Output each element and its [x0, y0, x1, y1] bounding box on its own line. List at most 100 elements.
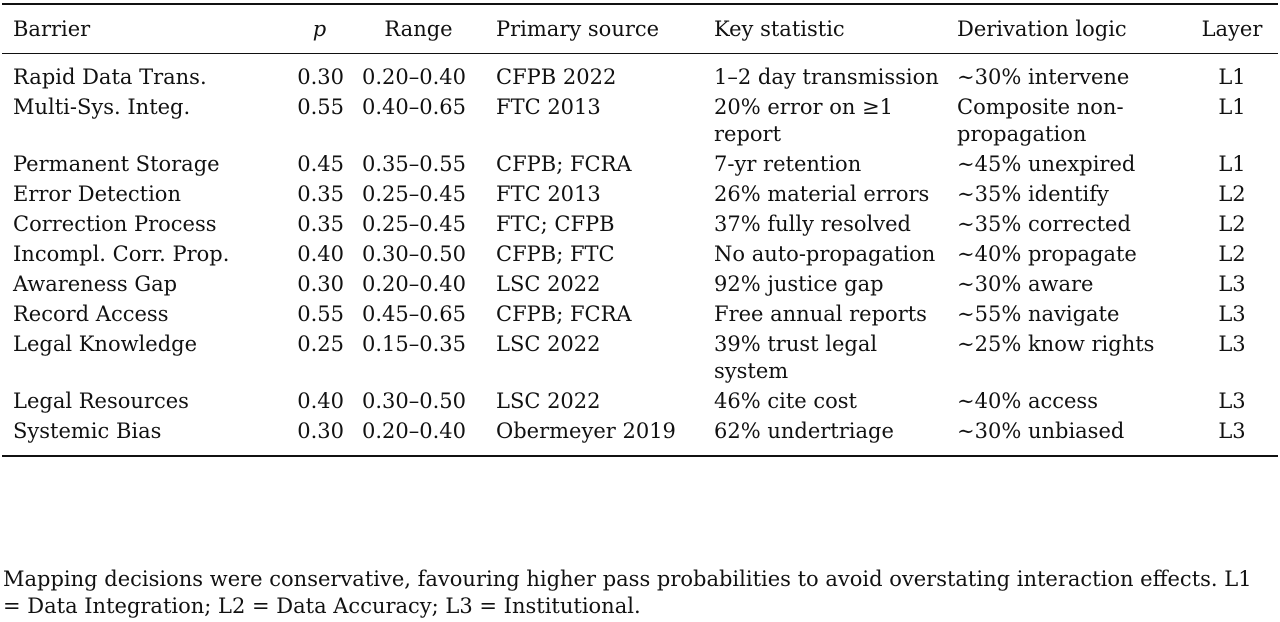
cell-p-value: 0.55 — [287, 299, 352, 329]
cell-barrier: Incompl. Corr. Prop. — [2, 239, 287, 269]
table-row: Incompl. Corr. Prop. 0.40 0.30–0.50 CFPB; F… — [2, 239, 1278, 269]
cell-layer: L2 — [1186, 179, 1278, 209]
header-barrier: Barrier — [2, 4, 287, 54]
cell-primary-source: FTC; CFPB — [485, 209, 703, 239]
table-row: Permanent Storage 0.45 0.35–0.55 CFPB; FCRA… — [2, 149, 1278, 179]
header-layer: Layer — [1186, 4, 1278, 54]
cell-barrier: Legal Knowledge — [2, 329, 287, 386]
cell-key-statistic: 46% cite cost — [703, 386, 946, 416]
barrier-table-container: Barrier p Range Primary source Key stati… — [2, 3, 1278, 457]
cell-layer: L3 — [1186, 269, 1278, 299]
cell-range: 0.15–0.35 — [352, 329, 485, 386]
table-note: Mapping decisions were conservative, fav… — [3, 566, 1275, 620]
cell-p-value: 0.40 — [287, 239, 352, 269]
cell-derivation-logic: ∼30% intervene — [946, 54, 1186, 93]
cell-barrier: Multi-Sys. Integ. — [2, 92, 287, 149]
cell-barrier: Rapid Data Trans. — [2, 54, 287, 93]
cell-key-statistic: No auto-propagation — [703, 239, 946, 269]
cell-derivation-logic: ∼25% know rights — [946, 329, 1186, 386]
cell-primary-source: LSC 2022 — [485, 329, 703, 386]
table-row: Systemic Bias 0.30 0.20–0.40 Obermeyer 2019… — [2, 416, 1278, 456]
cell-range: 0.30–0.50 — [352, 239, 485, 269]
cell-derivation-logic: ∼30% unbiased — [946, 416, 1186, 456]
cell-p-value: 0.30 — [287, 54, 352, 93]
cell-key-statistic: 20% error on ≥1 report — [703, 92, 946, 149]
cell-barrier: Correction Process — [2, 209, 287, 239]
table-body: Rapid Data Trans. 0.30 0.20–0.40 CFPB 2022 1… — [2, 54, 1278, 457]
header-primary-source: Primary source — [485, 4, 703, 54]
cell-layer: L1 — [1186, 92, 1278, 149]
cell-range: 0.25–0.45 — [352, 209, 485, 239]
cell-primary-source: FTC 2013 — [485, 179, 703, 209]
cell-primary-source: Obermeyer 2019 — [485, 416, 703, 456]
cell-derivation-logic: ∼55% navigate — [946, 299, 1186, 329]
cell-key-statistic: 62% undertriage — [703, 416, 946, 456]
cell-p-value: 0.35 — [287, 179, 352, 209]
table-row: Awareness Gap 0.30 0.20–0.40 LSC 2022 92% ju… — [2, 269, 1278, 299]
cell-derivation-logic: Composite non-propagation — [946, 92, 1186, 149]
table-row: Legal Knowledge 0.25 0.15–0.35 LSC 2022 39% … — [2, 329, 1278, 386]
cell-barrier: Permanent Storage — [2, 149, 287, 179]
cell-p-value: 0.35 — [287, 209, 352, 239]
cell-primary-source: FTC 2013 — [485, 92, 703, 149]
header-derivation-logic: Derivation logic — [946, 4, 1186, 54]
cell-layer: L2 — [1186, 209, 1278, 239]
cell-layer: L1 — [1186, 149, 1278, 179]
cell-derivation-logic: ∼35% identify — [946, 179, 1186, 209]
table-row: Error Detection 0.35 0.25–0.45 FTC 2013 26% … — [2, 179, 1278, 209]
cell-derivation-logic: ∼45% unexpired — [946, 149, 1186, 179]
cell-key-statistic: 26% material errors — [703, 179, 946, 209]
cell-barrier: Error Detection — [2, 179, 287, 209]
cell-layer: L3 — [1186, 386, 1278, 416]
header-p: p — [287, 4, 352, 54]
table-row: Multi-Sys. Integ. 0.55 0.40–0.65 FTC 2013 20… — [2, 92, 1278, 149]
cell-derivation-logic: ∼40% propagate — [946, 239, 1186, 269]
cell-p-value: 0.40 — [287, 386, 352, 416]
cell-key-statistic: 7-yr retention — [703, 149, 946, 179]
cell-layer: L3 — [1186, 416, 1278, 456]
cell-primary-source: LSC 2022 — [485, 386, 703, 416]
cell-derivation-logic: ∼35% corrected — [946, 209, 1186, 239]
cell-range: 0.25–0.45 — [352, 179, 485, 209]
cell-range: 0.40–0.65 — [352, 92, 485, 149]
cell-key-statistic: 39% trust legal system — [703, 329, 946, 386]
cell-range: 0.20–0.40 — [352, 269, 485, 299]
cell-key-statistic: 37% fully resolved — [703, 209, 946, 239]
cell-barrier: Legal Resources — [2, 386, 287, 416]
cell-range: 0.35–0.55 — [352, 149, 485, 179]
cell-primary-source: CFPB; FCRA — [485, 299, 703, 329]
cell-primary-source: CFPB 2022 — [485, 54, 703, 93]
cell-primary-source: LSC 2022 — [485, 269, 703, 299]
cell-key-statistic: 92% justice gap — [703, 269, 946, 299]
cell-range: 0.45–0.65 — [352, 299, 485, 329]
cell-layer: L3 — [1186, 299, 1278, 329]
cell-key-statistic: Free annual reports — [703, 299, 946, 329]
table-row: Correction Process 0.35 0.25–0.45 FTC; CFPB… — [2, 209, 1278, 239]
cell-derivation-logic: ∼40% access — [946, 386, 1186, 416]
table-row: Record Access 0.55 0.45–0.65 CFPB; FCRA Free… — [2, 299, 1278, 329]
cell-barrier: Record Access — [2, 299, 287, 329]
cell-primary-source: CFPB; FTC — [485, 239, 703, 269]
cell-p-value: 0.25 — [287, 329, 352, 386]
cell-range: 0.20–0.40 — [352, 416, 485, 456]
cell-layer: L2 — [1186, 239, 1278, 269]
header-key-statistic: Key statistic — [703, 4, 946, 54]
cell-derivation-logic: ∼30% aware — [946, 269, 1186, 299]
cell-key-statistic: 1–2 day transmission — [703, 54, 946, 93]
cell-range: 0.20–0.40 — [352, 54, 485, 93]
cell-layer: L3 — [1186, 329, 1278, 386]
table-row: Legal Resources 0.40 0.30–0.50 LSC 2022 46% … — [2, 386, 1278, 416]
cell-p-value: 0.30 — [287, 269, 352, 299]
cell-range: 0.30–0.50 — [352, 386, 485, 416]
cell-layer: L1 — [1186, 54, 1278, 93]
header-range: Range — [352, 4, 485, 54]
cell-primary-source: CFPB; FCRA — [485, 149, 703, 179]
cell-p-value: 0.45 — [287, 149, 352, 179]
header-row: Barrier p Range Primary source Key stati… — [2, 4, 1278, 54]
barrier-table: Barrier p Range Primary source Key stati… — [2, 3, 1278, 457]
cell-barrier: Awareness Gap — [2, 269, 287, 299]
cell-p-value: 0.55 — [287, 92, 352, 149]
cell-p-value: 0.30 — [287, 416, 352, 456]
table-row: Rapid Data Trans. 0.30 0.20–0.40 CFPB 2022 1… — [2, 54, 1278, 93]
cell-barrier: Systemic Bias — [2, 416, 287, 456]
